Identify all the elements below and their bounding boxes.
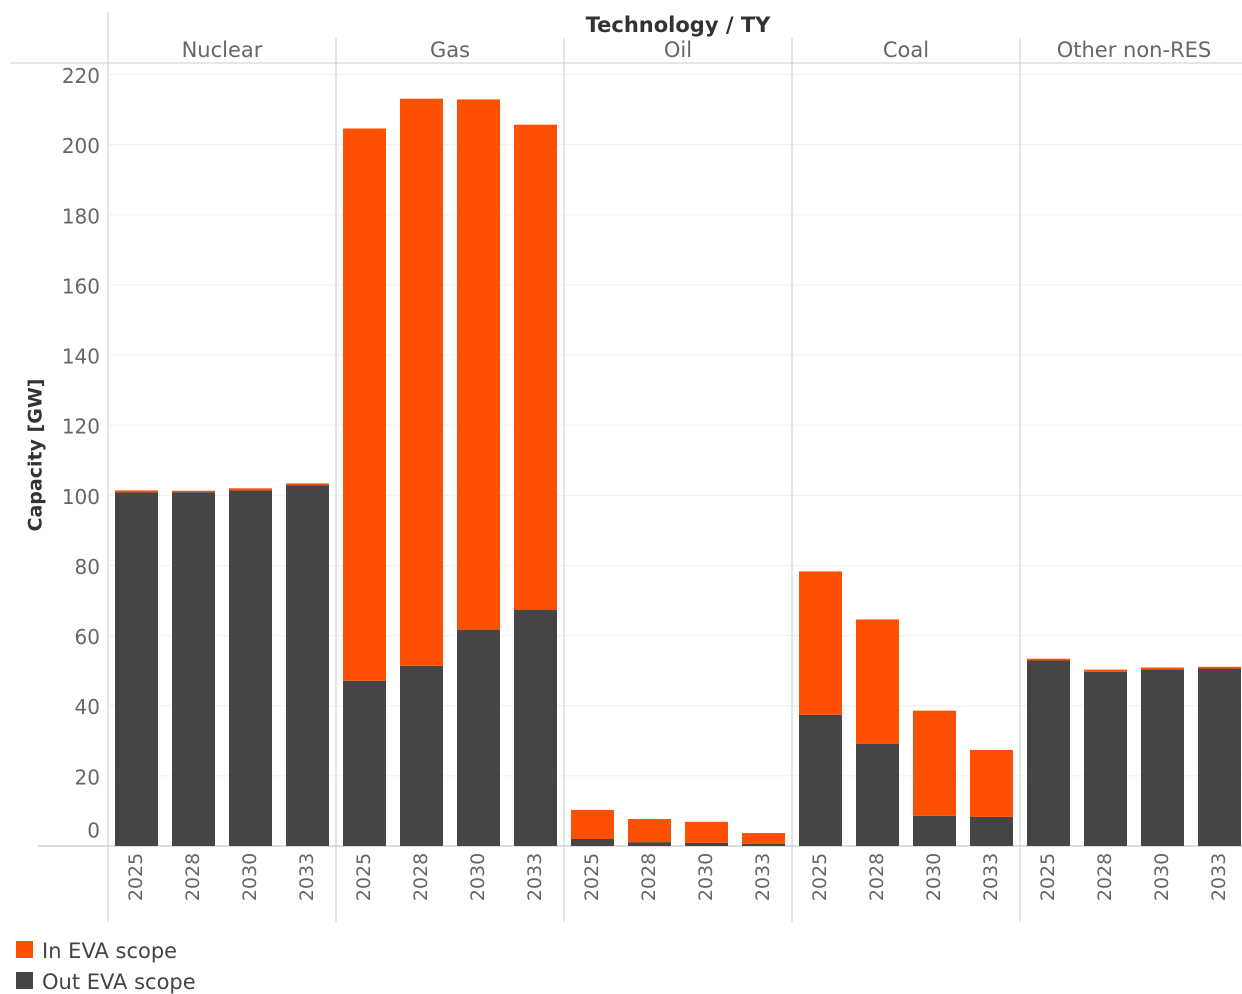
bar-segment: [856, 619, 899, 744]
x-tick-label: 2033: [752, 853, 774, 901]
bar-segment: [685, 821, 728, 843]
bar-segment: [970, 749, 1013, 817]
bar-segment: [970, 816, 1013, 846]
y-tick-label: 140: [62, 345, 100, 369]
bar-segment: [799, 571, 842, 715]
bar-segment: [1027, 660, 1070, 846]
bar-segment: [856, 743, 899, 846]
bar-segment: [1141, 669, 1184, 846]
x-tick-label: 2030: [923, 853, 945, 901]
bar-segment: [172, 492, 215, 846]
bar-segment: [400, 98, 443, 666]
bar-segment: [742, 833, 785, 844]
legend-label: In EVA scope: [42, 939, 177, 963]
group-label: Other non-RES: [1057, 38, 1212, 62]
legend-swatch: [16, 972, 33, 989]
x-tick-label: 2030: [467, 853, 489, 901]
bar-segment: [742, 843, 785, 846]
bar-segment: [1141, 667, 1184, 670]
legend-swatch: [16, 941, 33, 958]
y-tick-label: 100: [62, 485, 100, 509]
bar-segment: [628, 842, 671, 846]
bar-segment: [1084, 671, 1127, 846]
y-tick-label: 220: [62, 64, 100, 88]
bar-segment: [571, 838, 614, 846]
x-tick-label: 2028: [182, 853, 204, 901]
bar-segment: [229, 488, 272, 491]
bar-segment: [1198, 668, 1241, 846]
x-axis-title: Technology / TY: [586, 13, 772, 37]
group-label: Oil: [664, 38, 692, 62]
bar-segment: [1027, 658, 1070, 661]
y-axis-title: Capacity [GW]: [25, 379, 47, 532]
bar-segment: [913, 710, 956, 816]
x-tick-label: 2033: [296, 853, 318, 901]
bar-segment: [286, 485, 329, 846]
group-label: Gas: [430, 38, 470, 62]
x-tick-label: 2025: [125, 853, 147, 901]
bar-segment: [400, 665, 443, 846]
bar-segment: [1084, 669, 1127, 672]
bar-segment: [514, 609, 557, 846]
x-tick-label: 2025: [581, 853, 603, 901]
x-tick-label: 2028: [410, 853, 432, 901]
x-tick-label: 2030: [239, 853, 261, 901]
x-tick-label: 2025: [1037, 853, 1059, 901]
y-tick-label: 20: [75, 765, 100, 789]
x-tick-label: 2025: [809, 853, 831, 901]
bar-segment: [115, 490, 158, 493]
x-tick-label: 2033: [980, 853, 1002, 901]
x-tick-label: 2028: [866, 853, 888, 901]
bar-segment: [343, 680, 386, 846]
bar-segment: [457, 99, 500, 630]
y-tick-label: 180: [62, 204, 100, 228]
x-tick-label: 2025: [353, 853, 375, 901]
bar-segment: [1198, 666, 1241, 669]
group-label: Nuclear: [182, 38, 263, 62]
y-tick-label: 60: [75, 625, 100, 649]
x-tick-label: 2030: [1151, 853, 1173, 901]
x-tick-label: 2033: [524, 853, 546, 901]
x-tick-label: 2033: [1208, 853, 1230, 901]
legend-label: Out EVA scope: [42, 970, 196, 994]
x-tick-label: 2028: [638, 853, 660, 901]
y-tick-label: 200: [62, 134, 100, 158]
bar-segment: [172, 490, 215, 493]
y-tick-label: 160: [62, 274, 100, 298]
group-label: Coal: [883, 38, 929, 62]
bar-segment: [229, 490, 272, 846]
bar-segment: [913, 815, 956, 846]
bar-segment: [628, 818, 671, 843]
y-tick-label: 120: [62, 415, 100, 439]
y-tick-label: 80: [75, 555, 100, 579]
bar-segment: [571, 809, 614, 839]
x-tick-label: 2030: [695, 853, 717, 901]
bar-segment: [343, 128, 386, 681]
y-tick-label: 40: [75, 695, 100, 719]
bar-segment: [286, 483, 329, 486]
bar-segment: [799, 714, 842, 846]
bar-segment: [115, 492, 158, 846]
x-tick-label: 2028: [1094, 853, 1116, 901]
bar-segment: [685, 842, 728, 846]
bar-segment: [457, 629, 500, 846]
bar-segment: [514, 124, 557, 610]
y-tick-label: 0: [87, 819, 100, 843]
